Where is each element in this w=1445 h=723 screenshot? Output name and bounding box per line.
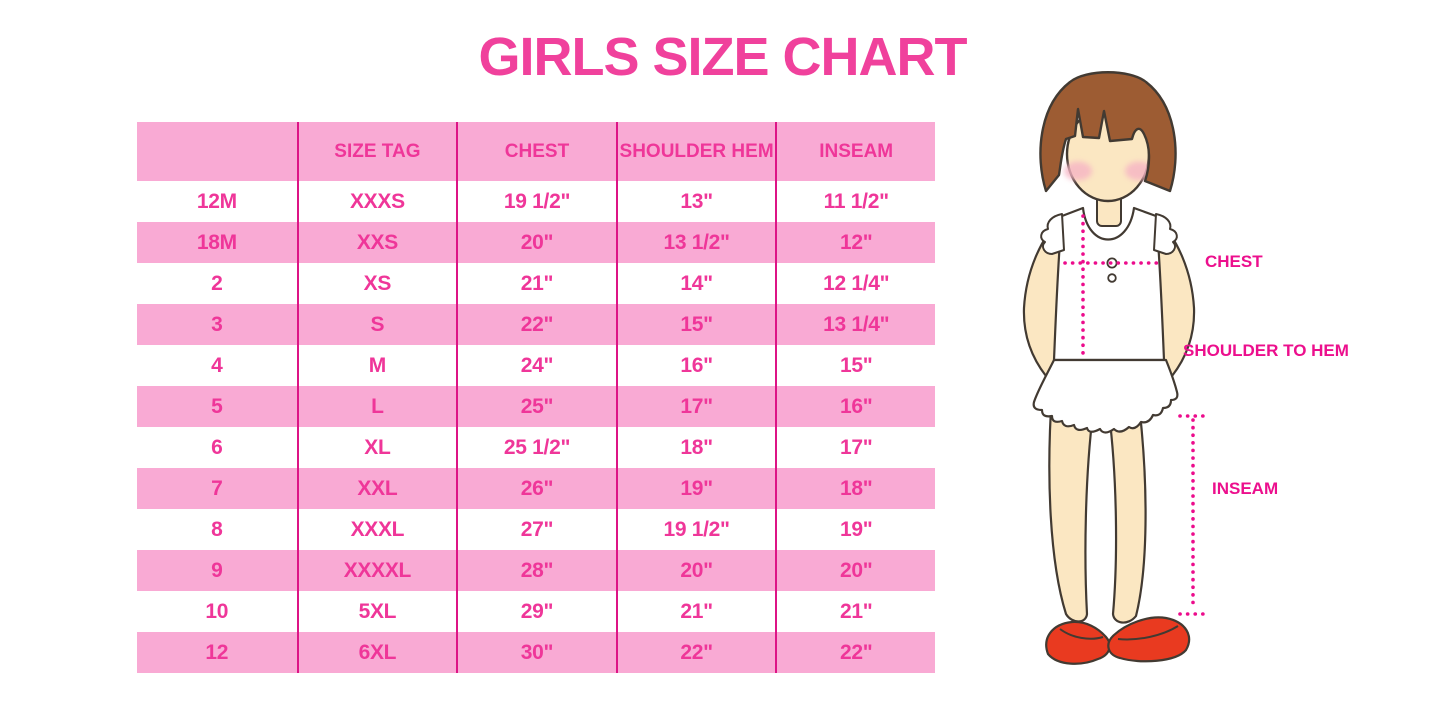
cell-size-tag: 6XL [296, 632, 457, 673]
cell-chest: 22" [456, 304, 616, 345]
cell-size-tag: XL [296, 427, 457, 468]
cell-size: 7 [137, 468, 297, 509]
cell-shoulder-hem: 19 1/2" [615, 509, 776, 550]
cell-size: 6 [137, 427, 297, 468]
column-header-chest: CHEST [456, 122, 616, 181]
inseam-label: INSEAM [1212, 479, 1279, 498]
cell-size: 2 [137, 263, 297, 304]
cell-chest: 21" [456, 263, 616, 304]
cell-chest: 27" [456, 509, 616, 550]
cell-shoulder-hem: 21" [615, 591, 776, 632]
column-header-blank [137, 122, 297, 181]
cell-chest: 28" [456, 550, 616, 591]
cell-inseam: 16" [775, 386, 935, 427]
cell-size: 4 [137, 345, 297, 386]
cell-size: 12 [137, 632, 297, 673]
cell-chest: 20" [456, 222, 616, 263]
cell-size: 9 [137, 550, 297, 591]
cell-size: 18M [137, 222, 297, 263]
cell-size: 5 [137, 386, 297, 427]
column-header-shoulder-hem: SHOULDER HEM [615, 122, 776, 181]
shoulder-to-hem-label: SHOULDER TO HEM [1183, 341, 1349, 360]
cell-size-tag: S [296, 304, 457, 345]
cell-shoulder-hem: 19" [615, 468, 776, 509]
cell-inseam: 19" [775, 509, 935, 550]
cell-size: 12M [137, 181, 297, 222]
cell-inseam: 18" [775, 468, 935, 509]
cell-shoulder-hem: 14" [615, 263, 776, 304]
cell-chest: 25" [456, 386, 616, 427]
cell-inseam: 20" [775, 550, 935, 591]
chest-label: CHEST [1205, 252, 1263, 271]
cell-size-tag: XS [296, 263, 457, 304]
cell-inseam: 12 1/4" [775, 263, 935, 304]
cell-shoulder-hem: 17" [615, 386, 776, 427]
column-header-size-tag: SIZE TAG [296, 122, 457, 181]
cell-inseam: 13 1/4" [775, 304, 935, 345]
page-title: GIRLS SIZE CHART [478, 27, 967, 87]
red-shoes [1045, 616, 1191, 665]
blush-left [1064, 161, 1092, 181]
cell-inseam: 22" [775, 632, 935, 673]
cell-shoulder-hem: 18" [615, 427, 776, 468]
cell-shoulder-hem: 13 1/2" [615, 222, 776, 263]
girl-illustration [1022, 71, 1206, 665]
hair [1039, 71, 1177, 193]
cell-inseam: 15" [775, 345, 935, 386]
cell-chest: 26" [456, 468, 616, 509]
dress-bodice [1052, 206, 1166, 362]
cell-size: 10 [137, 591, 297, 632]
cell-inseam: 12" [775, 222, 935, 263]
left-leg [1048, 391, 1095, 623]
cell-shoulder-hem: 22" [615, 632, 776, 673]
cell-shoulder-hem: 15" [615, 304, 776, 345]
cell-size: 3 [137, 304, 297, 345]
ruffle-left [1040, 213, 1065, 255]
cell-size-tag: XXL [296, 468, 457, 509]
ruffle-right [1153, 213, 1178, 255]
measurement-lines [1063, 214, 1206, 616]
cell-shoulder-hem: 13" [615, 181, 776, 222]
dress-skirt [1032, 358, 1179, 434]
cell-shoulder-hem: 20" [615, 550, 776, 591]
cell-chest: 29" [456, 591, 616, 632]
right-leg [1107, 391, 1147, 624]
cell-inseam: 21" [775, 591, 935, 632]
column-header-inseam: INSEAM [775, 122, 935, 181]
cell-chest: 30" [456, 632, 616, 673]
cell-size-tag: XXS [296, 222, 457, 263]
size-table: SIZE TAG CHEST SHOULDER HEM INSEAM 12M X… [137, 122, 935, 673]
cell-chest: 25 1/2" [456, 427, 616, 468]
cell-inseam: 17" [775, 427, 935, 468]
cell-size: 8 [137, 509, 297, 550]
cell-chest: 24" [456, 345, 616, 386]
cell-size-tag: XXXS [296, 181, 457, 222]
cell-size-tag: XXXXL [296, 550, 457, 591]
cell-size-tag: L [296, 386, 457, 427]
cell-size-tag: M [296, 345, 457, 386]
cell-inseam: 11 1/2" [775, 181, 935, 222]
cell-size-tag: 5XL [296, 591, 457, 632]
cell-size-tag: XXXL [296, 509, 457, 550]
cell-chest: 19 1/2" [456, 181, 616, 222]
cell-shoulder-hem: 16" [615, 345, 776, 386]
